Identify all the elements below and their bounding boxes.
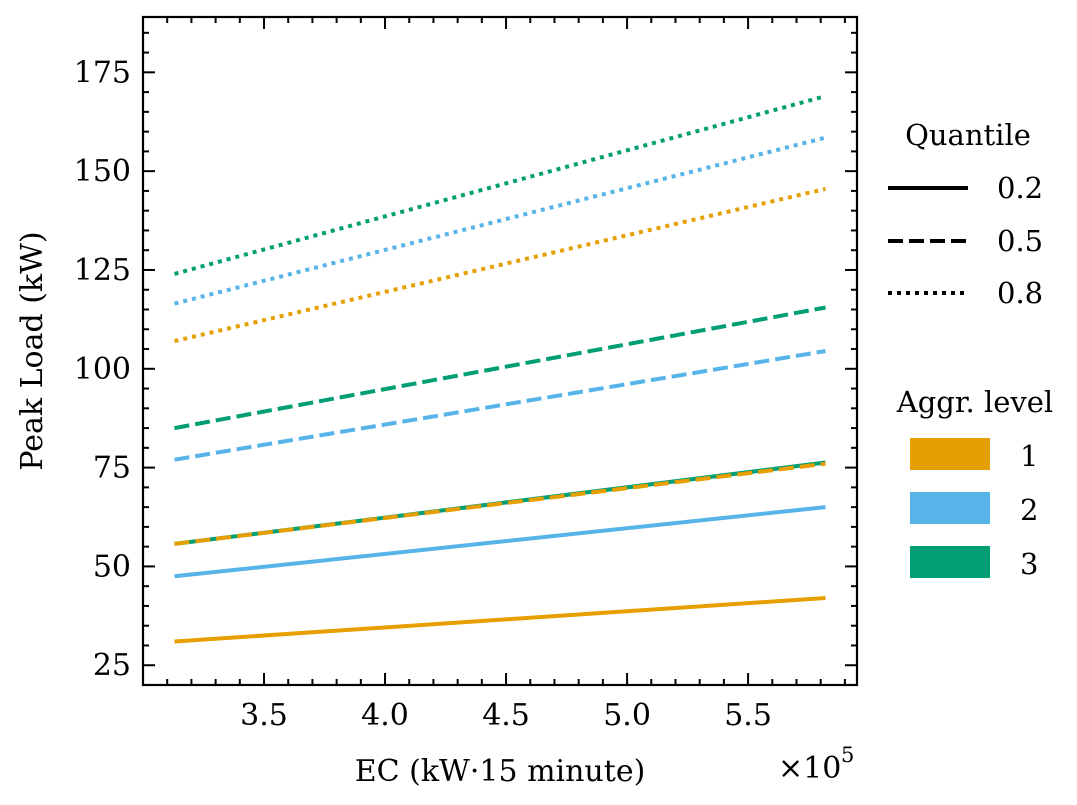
x-multiplier-exponent: 5: [841, 743, 854, 767]
legend-swatch: [910, 492, 990, 524]
legend-quantile: Quantile 0.2 0.5 0.8: [888, 118, 1043, 310]
legend-aggr: Aggr. level 1 2 3: [896, 385, 1053, 581]
legend-quantile-label: 0.8: [997, 276, 1043, 310]
y-axis-label: Peak Load (kW): [15, 231, 50, 470]
series-line: [173, 94, 827, 276]
x-multiplier: ×10 5: [778, 743, 854, 786]
legend-quantile-label: 0.5: [997, 224, 1043, 258]
y-tick-label: 25: [93, 648, 131, 683]
legend-aggr-label: 3: [1020, 547, 1038, 581]
x-tick-label: 4.0: [361, 698, 409, 733]
x-tick-label: 3.5: [240, 698, 288, 733]
legend-aggr-label: 2: [1020, 493, 1038, 527]
legend-swatch: [910, 438, 990, 470]
plot-frame: [141, 15, 859, 687]
series-line: [174, 461, 826, 546]
series-line: [174, 596, 826, 644]
y-tick-label: 50: [93, 549, 131, 584]
ticks-layer: 3.5 4.0 4.5 5.0 5.5 25 50 75 100 125 150 175: [74, 17, 857, 733]
x-axis-label: EC (kW·15 minute): [355, 754, 646, 789]
x-multiplier-base: ×10: [778, 751, 841, 786]
y-tick-label: 75: [93, 451, 131, 486]
series-line: [174, 505, 826, 579]
y-tick-label: 100: [74, 352, 131, 387]
series-line: [174, 186, 826, 344]
series-line: [174, 135, 826, 306]
y-tick-label: 150: [74, 154, 131, 189]
y-tick-label: 175: [74, 55, 131, 90]
legend-aggr-title: Aggr. level: [896, 385, 1053, 419]
series-line: [174, 305, 826, 431]
series-line: [174, 349, 826, 462]
x-tick-label: 5.5: [724, 698, 772, 733]
series-layer: [173, 94, 827, 644]
x-tick-label: 4.5: [482, 698, 530, 733]
legend-aggr-label: 1: [1020, 439, 1038, 473]
x-tick-label: 5.0: [603, 698, 651, 733]
legend-swatch: [910, 546, 990, 578]
legend-quantile-label: 0.2: [997, 171, 1043, 205]
legend-quantile-title: Quantile: [905, 118, 1031, 152]
y-tick-label: 125: [74, 253, 131, 288]
